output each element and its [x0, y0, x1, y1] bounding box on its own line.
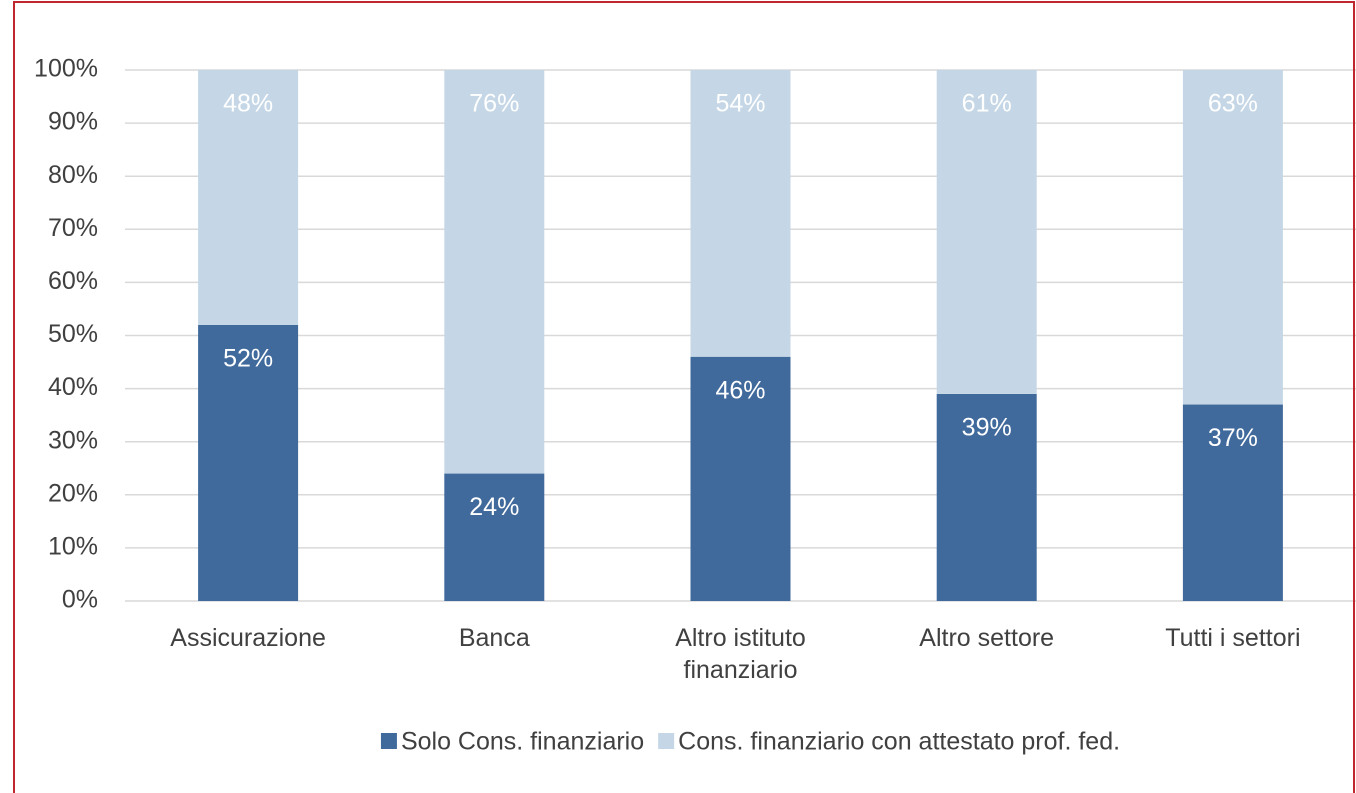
data-label: 63%: [1208, 90, 1258, 118]
y-tick-label: 30%: [48, 426, 98, 454]
bar-segment: [690, 356, 791, 601]
y-tick-label: 50%: [48, 320, 98, 348]
bar-segment: [690, 70, 791, 357]
y-tick-label: 100%: [34, 55, 98, 83]
data-label: 48%: [223, 90, 273, 118]
bar-segment: [1182, 404, 1283, 601]
x-tick-label: Tutti i settori: [1165, 624, 1301, 652]
y-tick-label: 40%: [48, 373, 98, 401]
frame: [13, 1, 1355, 793]
x-tick-label: Altro settore: [919, 624, 1055, 652]
y-tick-label: 10%: [48, 533, 98, 561]
data-label: 76%: [469, 90, 519, 118]
legend-swatch: [380, 733, 397, 749]
y-tick-label: 80%: [48, 161, 98, 189]
bar-segment: [198, 70, 299, 325]
y-tick-label: 60%: [48, 267, 98, 295]
data-label: 46%: [715, 376, 765, 404]
data-label: 61%: [962, 90, 1012, 118]
data-label: 37%: [1208, 424, 1258, 452]
data-label: 39%: [962, 414, 1012, 442]
bar-segment: [1182, 70, 1283, 405]
bar-segment: [198, 324, 299, 601]
x-tick-label: Altro istituto finanziario: [675, 624, 806, 684]
x-tick-label: Assicurazione: [170, 624, 326, 652]
bar-segment: [936, 393, 1037, 601]
y-tick-label: 0%: [62, 586, 98, 614]
legend-label: Cons. finanziario con attestato prof. fe…: [678, 728, 1120, 756]
legend-label: Solo Cons. finanziario: [401, 728, 644, 756]
legend-swatch: [658, 733, 675, 749]
data-label: 54%: [715, 90, 765, 118]
bar-segment: [444, 473, 545, 601]
bar-segment: [444, 70, 545, 474]
data-label: 24%: [469, 493, 519, 521]
y-tick-label: 20%: [48, 479, 98, 507]
y-tick-label: 90%: [48, 108, 98, 136]
bar-segment: [936, 70, 1037, 394]
data-label: 52%: [223, 344, 273, 372]
y-tick-label: 70%: [48, 214, 98, 242]
x-tick-label: Banca: [458, 624, 530, 652]
